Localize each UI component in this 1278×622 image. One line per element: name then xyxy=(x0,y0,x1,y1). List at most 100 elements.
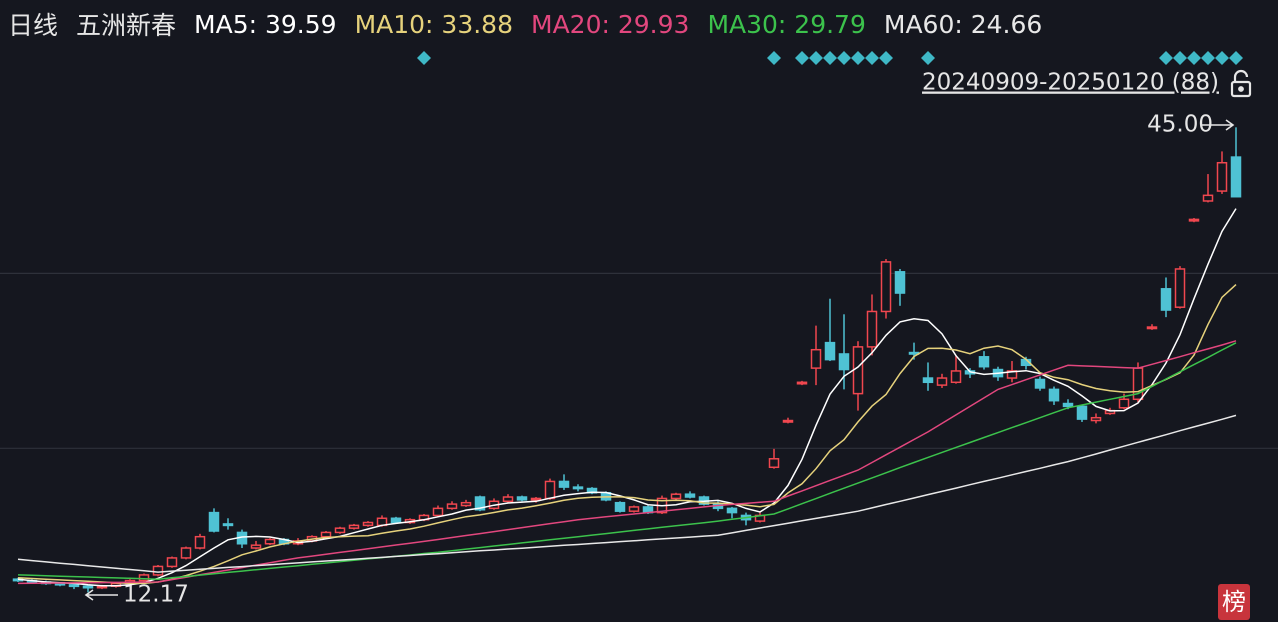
candle-body xyxy=(852,346,864,395)
candle-body xyxy=(1202,194,1214,202)
candle-body xyxy=(1090,416,1102,422)
ma-line xyxy=(17,340,1237,585)
signal-marker xyxy=(1173,51,1187,65)
signal-marker xyxy=(879,51,893,65)
candle-body xyxy=(222,523,234,527)
signal-marker xyxy=(1201,51,1215,65)
candle-body xyxy=(460,501,472,507)
legend-entry[interactable]: MA10: 33.88 xyxy=(354,9,513,39)
candle-body xyxy=(432,507,444,517)
candle-body xyxy=(558,480,570,488)
period[interactable]: 日线 xyxy=(8,11,59,40)
candle-body xyxy=(810,348,822,369)
candle-body xyxy=(68,584,80,588)
candle-body xyxy=(1188,218,1200,222)
candle-body xyxy=(1146,326,1158,330)
candle-body xyxy=(530,497,542,501)
candles xyxy=(12,127,1242,593)
candle-body xyxy=(516,496,528,501)
signal-marker xyxy=(851,51,865,65)
ma-lines xyxy=(17,208,1237,587)
candle-body xyxy=(180,547,192,559)
candle-body xyxy=(894,271,906,294)
candle-body xyxy=(208,511,220,532)
signal-marker xyxy=(865,51,879,65)
candle-body xyxy=(824,341,836,361)
legend-entry[interactable]: MA60: 24.66 xyxy=(883,9,1043,39)
candle-body xyxy=(502,496,514,503)
candle-body xyxy=(138,574,150,582)
signal-marker xyxy=(767,51,781,65)
signal-marker xyxy=(417,51,431,65)
candle-body xyxy=(614,501,626,512)
candle-body xyxy=(922,377,934,384)
ma-line xyxy=(17,342,1237,580)
legend-entry[interactable]: MA20: 29.93 xyxy=(531,9,690,39)
candle-body xyxy=(670,493,682,500)
candle-body xyxy=(936,377,948,386)
candle-body xyxy=(320,531,332,538)
candle-body xyxy=(250,544,262,549)
candle-body xyxy=(1174,268,1186,308)
candle-body xyxy=(726,507,738,514)
signal-marker xyxy=(809,51,823,65)
candle-body xyxy=(1048,388,1060,402)
candle-body xyxy=(782,419,794,423)
badge[interactable]: 榜 xyxy=(1222,588,1246,616)
candle-body xyxy=(1062,402,1074,408)
badge-bg[interactable] xyxy=(1218,584,1250,620)
stock-name[interactable]: 五洲新春 xyxy=(76,11,177,40)
header: 日线 五洲新春 MA5: 39.59 MA10: 33.88 MA20: 29.93… xyxy=(8,4,1042,44)
candle-body xyxy=(978,356,990,368)
candle-body xyxy=(1160,288,1172,311)
candle-body xyxy=(1216,161,1228,192)
candle-body xyxy=(362,521,374,527)
candle-body xyxy=(838,353,850,371)
candle-body xyxy=(684,493,696,498)
grid xyxy=(0,272,1278,449)
candle-body xyxy=(572,486,584,490)
signal-marker xyxy=(823,51,837,65)
signal-marker xyxy=(837,51,851,65)
candle-body xyxy=(628,506,640,512)
ma-line xyxy=(17,284,1237,585)
ma-line xyxy=(17,414,1237,573)
candle-body xyxy=(544,480,556,500)
candle-body xyxy=(166,557,178,568)
low-marker-label: 12.17 xyxy=(123,582,189,608)
high-marker-arrow xyxy=(1202,119,1235,131)
candle-body xyxy=(474,496,486,511)
signal-marker xyxy=(1159,51,1173,65)
candle-body xyxy=(264,538,276,545)
low-marker-arrow xyxy=(84,589,118,601)
candle-body xyxy=(334,527,346,534)
candle-body xyxy=(950,370,962,384)
candle-body xyxy=(194,535,206,549)
range-label[interactable]: 20240909-20250120 (88) xyxy=(922,70,1219,96)
signal-marker xyxy=(795,51,809,65)
candle-body xyxy=(1118,398,1130,409)
candle-body xyxy=(348,524,360,529)
legend-entry[interactable]: MA30: 29.79 xyxy=(707,9,866,39)
candle-body xyxy=(390,517,402,524)
candle-body xyxy=(768,458,780,469)
candle-body xyxy=(796,381,808,385)
candle-body xyxy=(1076,405,1088,420)
candle-body xyxy=(1006,370,1018,379)
signal-marker xyxy=(921,51,935,65)
candle-body xyxy=(880,261,892,313)
legend-entry[interactable]: MA5: 39.59 xyxy=(194,9,337,39)
signal-marker xyxy=(1215,51,1229,65)
candle-body xyxy=(82,585,94,589)
candle-body xyxy=(1034,378,1046,389)
candle-body xyxy=(446,503,458,510)
candle-body xyxy=(96,585,108,589)
candle-body xyxy=(866,310,878,348)
signal-marker xyxy=(1229,51,1243,65)
lock-icon[interactable] xyxy=(1230,69,1252,98)
signal-marker xyxy=(1187,51,1201,65)
candle-body xyxy=(152,565,164,576)
candle-body xyxy=(1230,156,1242,198)
